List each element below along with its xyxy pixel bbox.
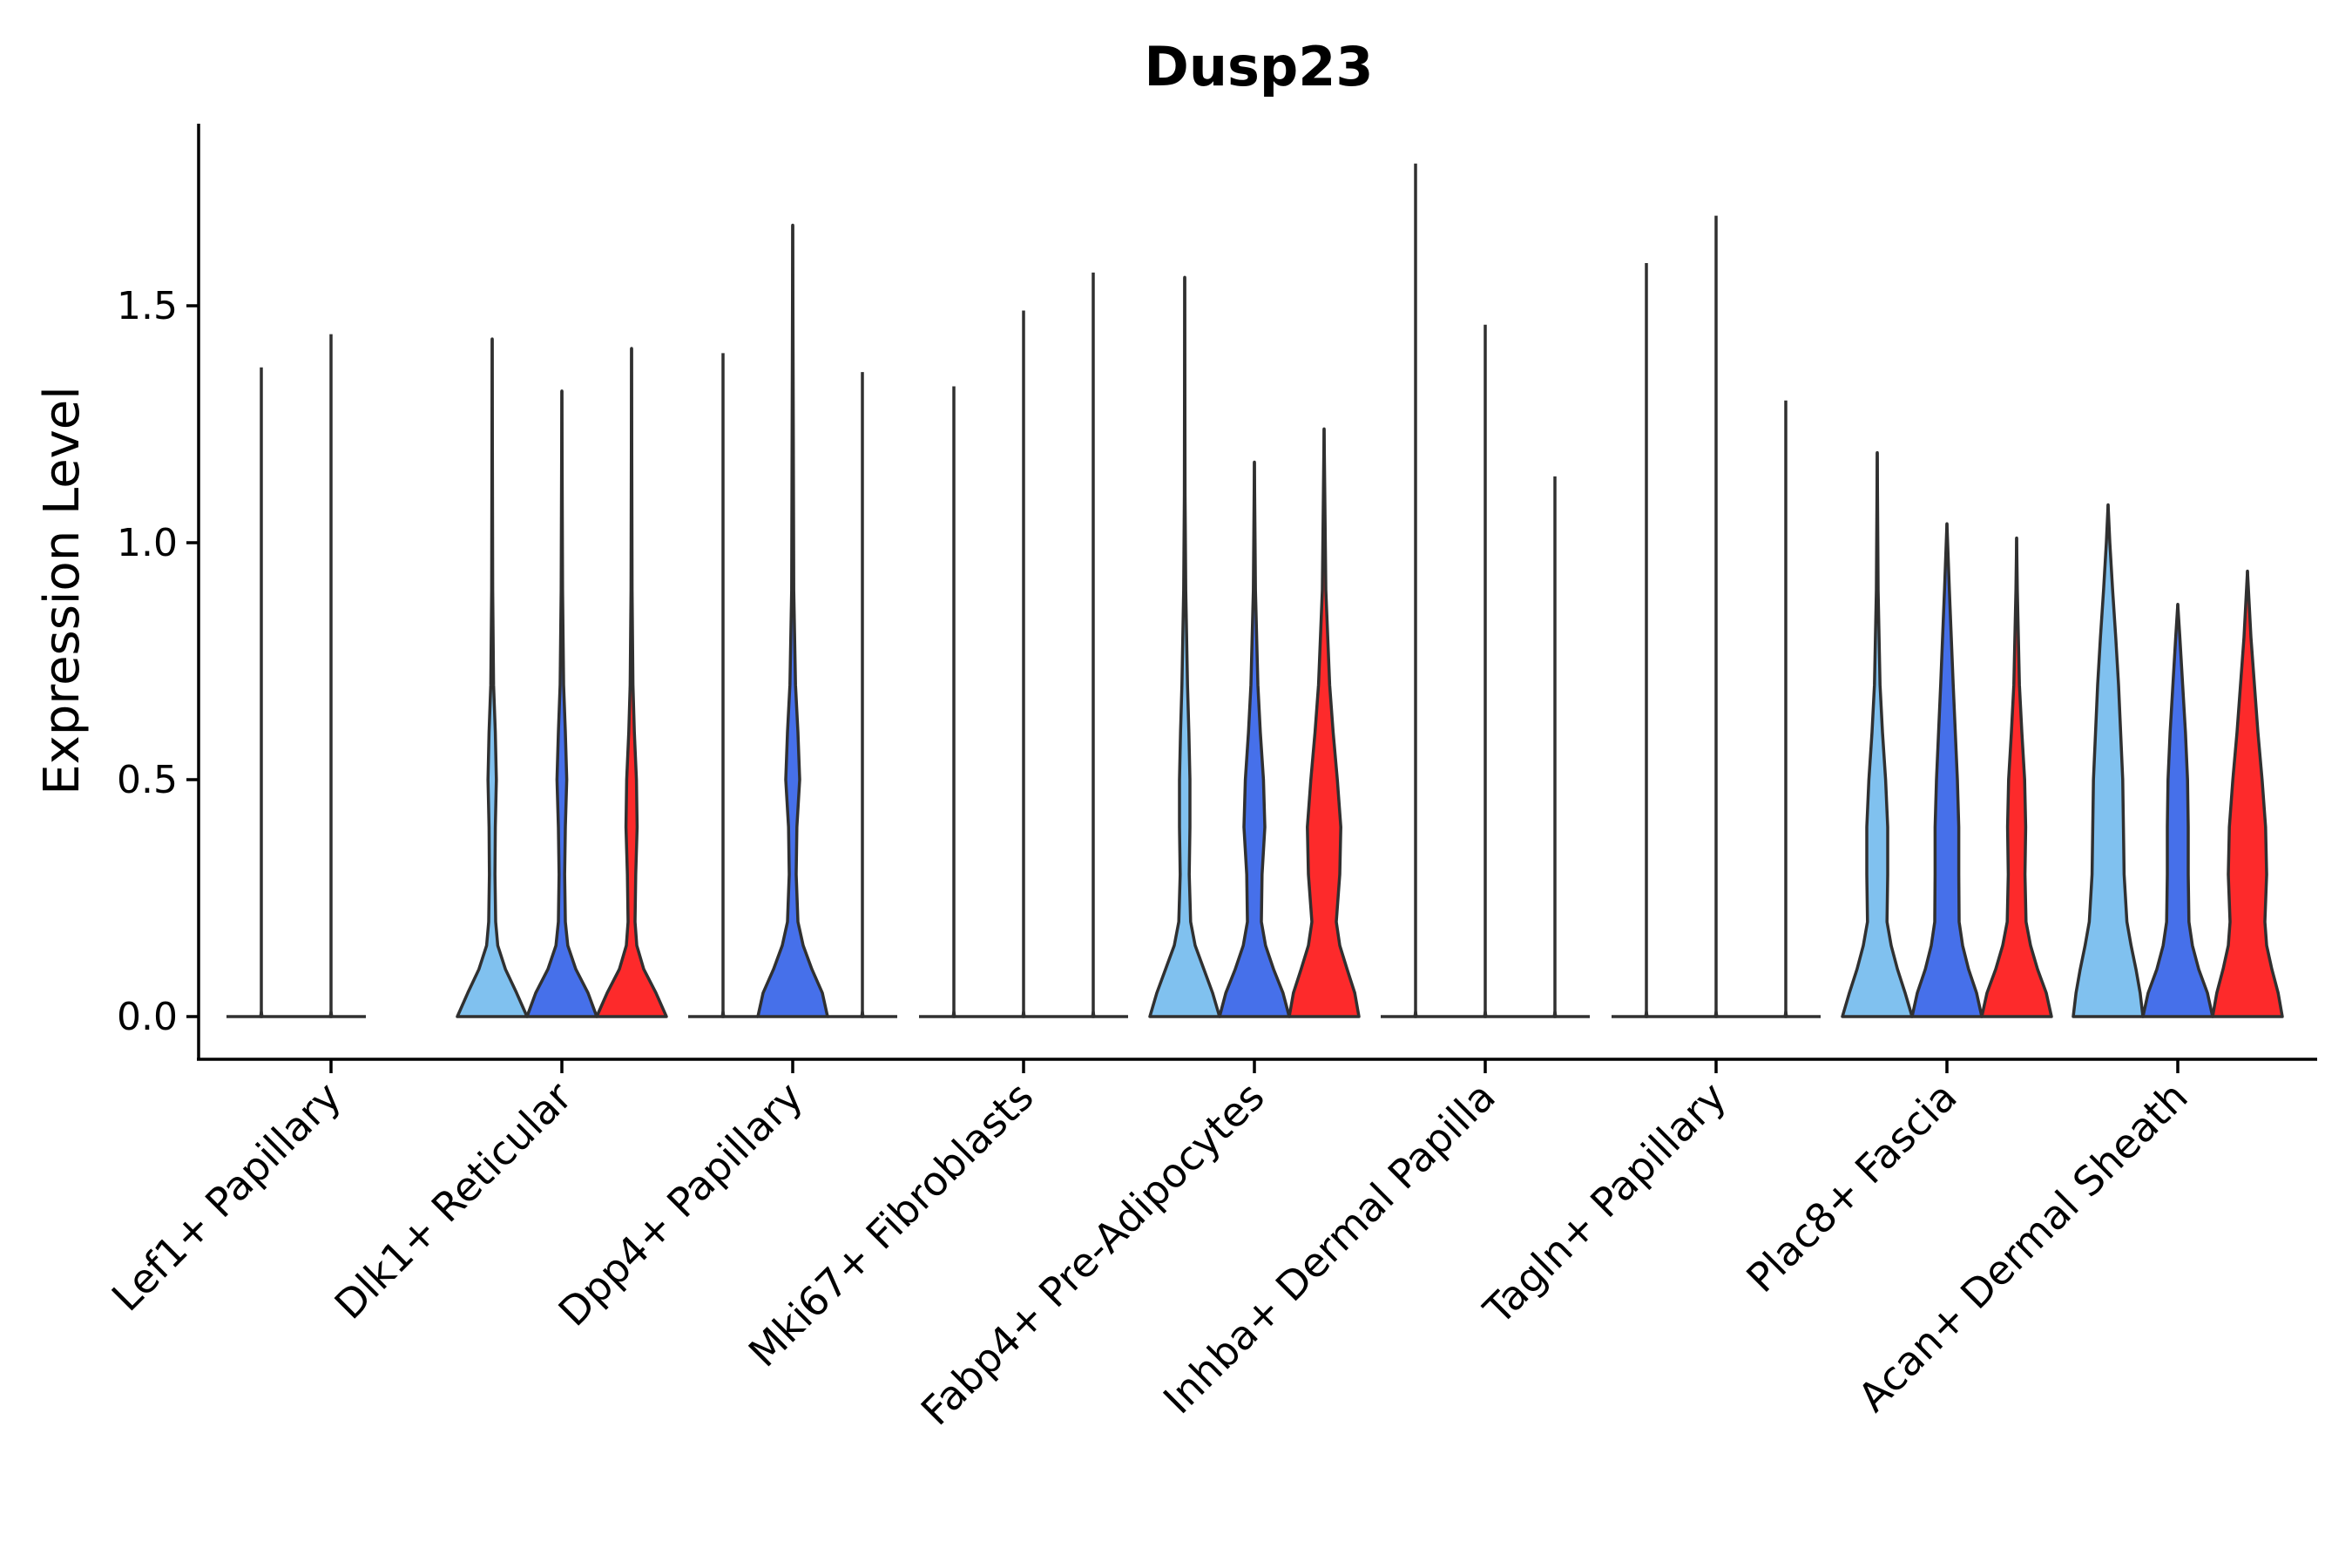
violin-9-3: [2211, 569, 2284, 1018]
x-category-label: Plac8+ Fascia: [1737, 1073, 1965, 1301]
y-tick-label: 0.0: [117, 995, 178, 1039]
violin-group: [226, 163, 2284, 1018]
y-tick-label: 0.5: [117, 758, 178, 802]
axes: [197, 124, 2317, 1061]
violin-9-1: [2072, 503, 2145, 1018]
y-tick-label: 1.5: [117, 284, 178, 328]
x-category-label: Lef1+ Papillary: [103, 1073, 350, 1321]
chart-title: Dusp23: [1144, 35, 1373, 98]
violin-2-1: [456, 337, 529, 1018]
violin-8-2: [1910, 522, 1984, 1018]
violin-8-3: [1980, 536, 2053, 1018]
violin-3-2: [756, 223, 829, 1018]
violin-5-1: [1148, 275, 1221, 1018]
violin-8-1: [1841, 450, 1914, 1018]
x-category-label: Dlk1+ Reticular: [326, 1073, 581, 1328]
x-category-label: Tagln+ Papillary: [1474, 1073, 1735, 1335]
violin-2-2: [525, 389, 598, 1018]
violin-5-3: [1288, 427, 1361, 1018]
x-category-label: Dpp4+ Papillary: [550, 1073, 812, 1335]
violin-5-2: [1218, 460, 1291, 1018]
y-axis-label: Expression Level: [34, 386, 91, 795]
y-ticks: 0.0 0.5 1.0 1.5: [117, 284, 199, 1039]
violin-2-3: [595, 347, 668, 1018]
violin-9-2: [2141, 602, 2214, 1018]
y-tick-label: 1.0: [117, 521, 178, 565]
